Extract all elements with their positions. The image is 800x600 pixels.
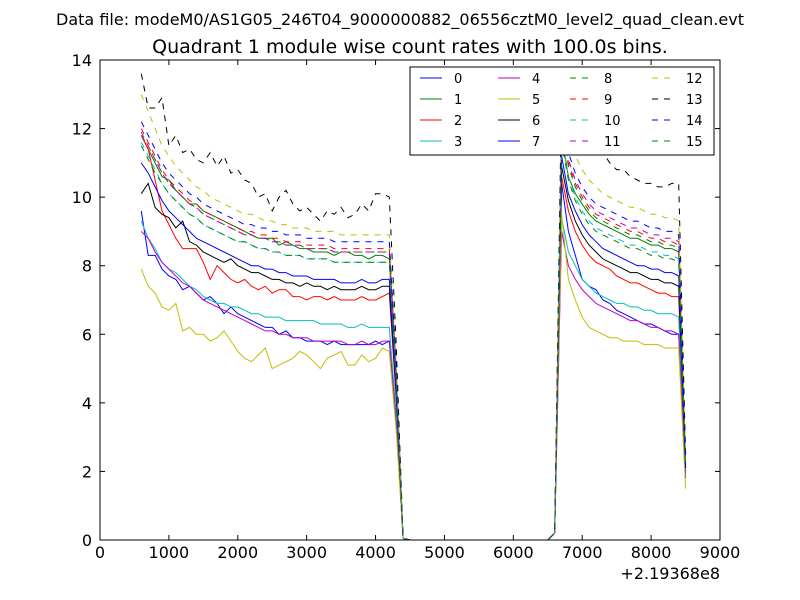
- x-tick-label: 1000: [149, 543, 190, 562]
- legend-label-8: 8: [604, 72, 612, 87]
- y-tick-label: 10: [72, 188, 92, 207]
- legend-label-11: 11: [604, 135, 621, 150]
- x-tick-label: 0: [95, 543, 105, 562]
- series-line-11: [140, 118, 687, 541]
- legend-label-1: 1: [454, 93, 462, 108]
- x-tick-label: 2000: [217, 543, 258, 562]
- x-tick-label: 3000: [286, 543, 327, 562]
- x-tick-label: 8000: [631, 543, 672, 562]
- y-tick-label: 14: [72, 51, 92, 70]
- legend-label-2: 2: [454, 114, 462, 129]
- legend-label-13: 13: [686, 93, 703, 108]
- legend-label-9: 9: [604, 93, 612, 108]
- legend-label-6: 6: [532, 114, 540, 129]
- y-tick-label: 8: [82, 257, 92, 276]
- x-tick-label: 6000: [493, 543, 534, 562]
- series-line-15: [140, 142, 687, 541]
- plot-frame: [99, 59, 721, 541]
- legend-label-14: 14: [686, 114, 703, 129]
- axis-ticks: 0 1000 2000 3000 4000 5000 6000 7000 8000 9000 0 2 4…: [72, 51, 741, 562]
- chart-title: Quadrant 1 module wise count rates with …: [152, 36, 668, 58]
- y-tick-label: 12: [72, 120, 92, 139]
- figure-suptitle: Data file: modeM0/AS1G05_246T04_90000008…: [56, 10, 744, 30]
- y-tick-label: 6: [82, 325, 92, 344]
- y-tick-label: 0: [82, 531, 92, 550]
- y-tick-label: 2: [82, 462, 92, 481]
- legend-frame: [409, 66, 715, 156]
- legend-label-10: 10: [604, 114, 621, 129]
- legend-label-7: 7: [532, 135, 540, 150]
- legend-label-0: 0: [454, 72, 462, 87]
- legend-label-5: 5: [532, 93, 540, 108]
- legend-label-15: 15: [686, 135, 703, 150]
- legend-label-12: 12: [686, 72, 703, 87]
- x-offset-label: +2.19368e8: [620, 564, 720, 583]
- x-tick-label: 4000: [355, 543, 396, 562]
- x-tick-label: 5000: [424, 543, 465, 562]
- legend-label-4: 4: [532, 72, 540, 87]
- x-tick-label: 7000: [562, 543, 603, 562]
- y-tick-label: 4: [82, 394, 92, 413]
- x-tick-label: 9000: [700, 543, 741, 562]
- legend-label-3: 3: [454, 135, 462, 150]
- series-line-14: [140, 114, 687, 541]
